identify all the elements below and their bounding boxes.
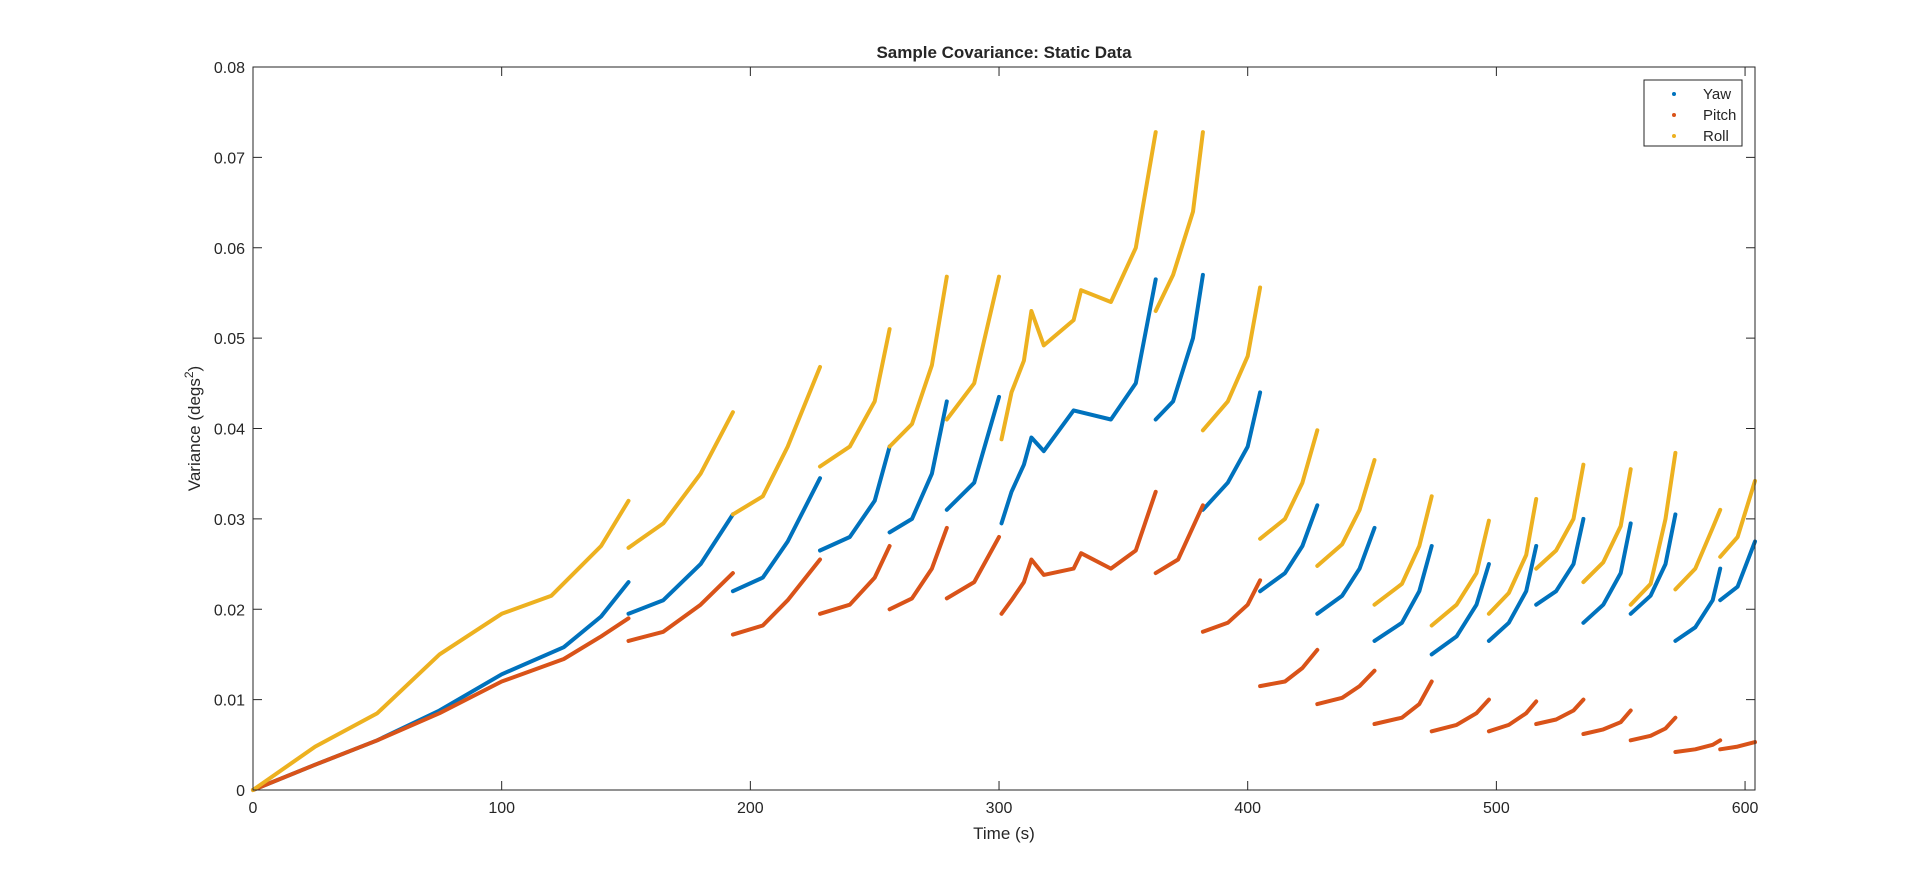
series-yaw-segment [1258,503,1320,594]
legend-label-yaw: Yaw [1703,86,1731,103]
series-pitch-segment [887,525,949,612]
series-yaw-segment [1581,521,1633,625]
series-pitch-segment [1153,503,1205,576]
x-tick-label: 500 [1483,800,1510,817]
y-tick-label: 0.08 [214,60,245,77]
series-pitch-segment [818,544,892,616]
legend-label-roll: Roll [1703,128,1729,145]
series-yaw-segment [1315,525,1377,616]
series-pitch-segment [1486,699,1539,734]
chart-title: Sample Covariance: Static Data [876,43,1132,62]
legend: Yaw Pitch Roll [1643,79,1743,147]
series-yaw [251,272,1757,792]
y-axis-label-suffix: ) [185,366,204,372]
series-yaw-segment [1486,544,1539,643]
legend-marker-pitch [1672,113,1676,117]
series-pitch-segment [1581,708,1633,736]
series-roll-segment [944,274,1001,422]
series-pitch-segment [626,571,735,643]
series-pitch-segment [1200,578,1263,634]
y-tick-label: 0.01 [214,693,245,710]
series-roll-segment [1673,507,1723,592]
series-pitch-segment [1628,715,1678,743]
series-pitch-segment [944,535,1001,601]
y-tick-label: 0.05 [214,331,245,348]
series-yaw-segment [1372,544,1434,643]
x-axis-label: Time (s) [973,824,1035,843]
series-pitch [251,489,1757,792]
y-axis-label: Variance (degs2) [182,366,204,491]
series-yaw-segment [1673,566,1723,643]
series-roll-segment [730,365,822,517]
series-roll-segment [1486,497,1539,616]
y-tick-label: 0.06 [214,241,245,258]
legend-marker-yaw [1672,92,1676,96]
x-tick-label: 600 [1732,800,1759,817]
x-tick-label: 400 [1234,800,1261,817]
series-pitch-segment [251,616,631,792]
series-pitch-segment [1372,679,1434,726]
series-roll-segment [887,274,949,449]
series-roll-segment [1315,458,1377,568]
series-roll-segment [999,130,1158,442]
series-yaw-segment [1153,272,1205,422]
x-tick-label: 200 [737,800,764,817]
y-tick-label: 0.03 [214,512,245,529]
ticks-layer: 0 100 200 300 400 500 600 0 0.01 0.02 0.03 0.04 0.05… [214,60,1759,817]
y-axis-label-superscript: 2 [182,371,196,378]
y-tick-label: 0.04 [214,422,245,439]
series-roll-segment [626,410,735,550]
series-roll-segment [1372,494,1434,607]
series-roll-segment [1153,130,1205,313]
legend-marker-roll [1672,134,1676,138]
series-yaw-segment [626,512,735,616]
series-roll-segment [1258,428,1320,541]
legend-label-pitch: Pitch [1703,107,1736,124]
series-pitch-segment [1718,740,1757,752]
series-pitch-segment [1673,738,1723,754]
series-yaw-segment [1534,516,1586,607]
data-layer [251,130,1757,792]
series-roll [251,130,1757,792]
series-pitch-segment [730,557,822,637]
series-roll-segment [1718,478,1757,559]
x-tick-label: 300 [986,800,1013,817]
y-axis-label-text: Variance (degs [185,378,204,491]
series-yaw-segment [999,277,1158,526]
series-yaw-segment [1718,539,1757,603]
series-roll-segment [818,327,892,469]
y-tick-label: 0 [236,783,245,800]
series-yaw-segment [1429,562,1491,657]
series-roll-segment [1534,462,1586,571]
series-yaw-segment [1628,512,1678,616]
y-tick-label: 0.02 [214,602,245,619]
legend-box [1643,79,1743,147]
series-pitch-segment [1534,697,1586,726]
y-tick-label: 0.07 [214,150,245,167]
series-roll-segment [1628,450,1678,607]
series-pitch-segment [1258,647,1320,689]
series-roll-segment [1429,518,1491,628]
series-roll-segment [1200,285,1263,433]
series-roll-segment [1581,467,1633,585]
series-yaw-segment [887,399,949,535]
series-yaw-segment [944,394,1001,512]
x-tick-label: 100 [488,800,515,817]
series-pitch-segment [1429,697,1491,734]
x-tick-label: 0 [249,800,258,817]
series-pitch-segment [1315,668,1377,707]
series-yaw-segment [730,476,822,594]
series-pitch-segment [999,489,1158,616]
series-yaw-segment [818,444,892,553]
series-yaw-segment [1200,390,1263,512]
series-roll-segment [251,498,631,792]
